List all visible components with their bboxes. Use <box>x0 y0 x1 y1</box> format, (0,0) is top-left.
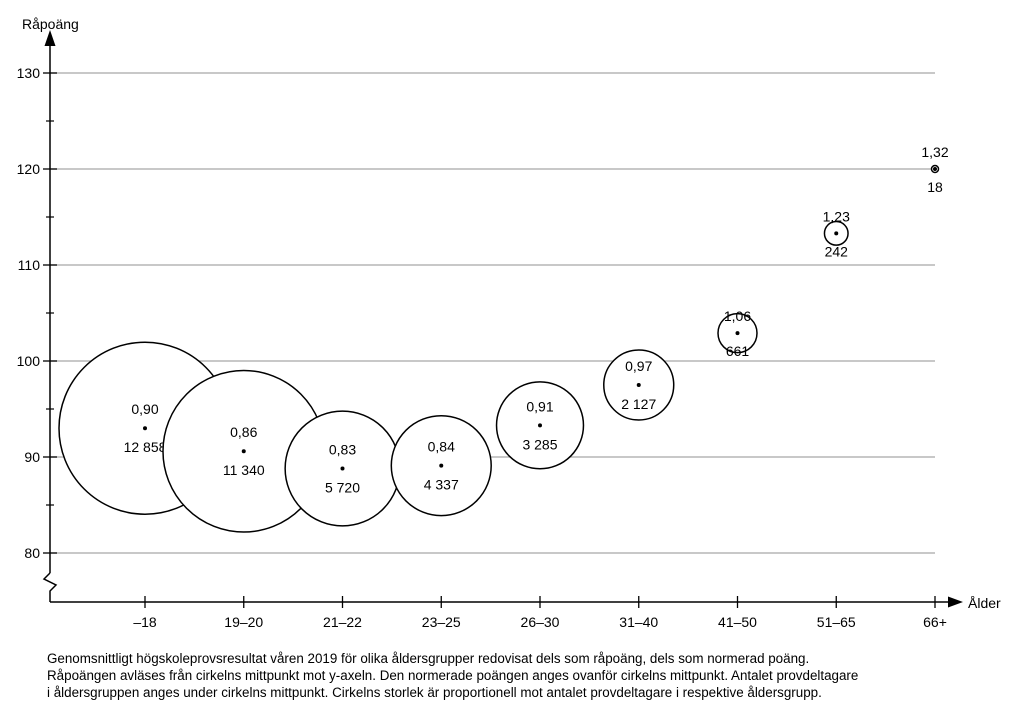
normed-score-label: 0,97 <box>625 358 652 374</box>
bubble-group: 0,97 2 127 <box>603 349 675 421</box>
normed-score-label: 1,32 <box>921 144 948 160</box>
axes <box>42 30 963 608</box>
bubble-chart: 80 90 100 110 120 130 –18 19–20 21–22 23–25 26–30… <box>17 16 1001 630</box>
figure-caption: Genomsnittligt högskoleprovsresultat vår… <box>47 650 1007 701</box>
bubble-group: 1,23 242 <box>823 208 850 259</box>
x-tick-label: 21–22 <box>323 614 362 630</box>
caption-line: Råpoängen avläses från cirkelns mittpunk… <box>47 668 859 683</box>
bubble-center-dot <box>340 466 345 471</box>
bubble-center-dot <box>538 423 542 428</box>
bubble-center-dot <box>143 426 147 431</box>
y-tick-label: 130 <box>17 65 41 81</box>
bubble-center-dot <box>933 167 937 171</box>
bubble-group: 1,06 661 <box>717 308 758 359</box>
normed-score-label: 0,83 <box>329 442 356 458</box>
bubble-group: 0,91 3 285 <box>495 381 585 470</box>
x-axis-ticks: –18 19–20 21–22 23–25 26–30 31–40 41–50 51–65 66… <box>133 596 947 630</box>
caption-line: i åldersgruppen anges under cirkelns mit… <box>47 685 822 700</box>
bubble-group: 0,83 5 720 <box>284 410 401 527</box>
participants-label: 3 285 <box>522 436 557 452</box>
bubble-center-dot <box>439 463 444 468</box>
bubble-center-dot <box>241 449 246 454</box>
normed-score-label: 0,84 <box>428 439 455 455</box>
participants-label: 4 337 <box>424 477 459 493</box>
normed-score-label: 0,86 <box>230 424 257 440</box>
normed-score-label: 1,23 <box>823 208 850 224</box>
x-axis-label: Ålder <box>968 595 1001 611</box>
y-axis-arrow <box>44 30 56 46</box>
participants-label: 5 720 <box>325 480 360 496</box>
y-tick-label: 80 <box>24 545 40 561</box>
x-tick-label: –18 <box>133 614 157 630</box>
y-axis-label: Råpoäng <box>22 16 79 32</box>
x-axis-arrow <box>948 596 963 608</box>
participants-label: 11 340 <box>223 462 265 478</box>
y-tick-label: 110 <box>18 257 41 273</box>
bubble-center-dot <box>735 331 740 336</box>
y-tick-label: 90 <box>24 449 40 465</box>
x-tick-label: 51–65 <box>817 614 856 630</box>
bubble-group: 0,86 11 340 <box>162 369 326 533</box>
axis-break <box>42 572 58 602</box>
caption-line: Genomsnittligt högskoleprovsresultat vår… <box>47 651 810 666</box>
normed-score-label: 1,06 <box>724 308 751 324</box>
bubble-center-dot <box>636 383 641 387</box>
bubble-center-dot <box>834 231 839 236</box>
normed-score-label: 0,91 <box>526 398 553 414</box>
participants-label: 661 <box>726 343 750 359</box>
x-tick-label: 23–25 <box>422 614 461 630</box>
normed-score-label: 0,90 <box>131 401 158 417</box>
bubble-group: 1,32 18 <box>921 144 948 195</box>
y-axis-ticks: 80 90 100 110 120 130 <box>17 65 57 561</box>
participants-label: 242 <box>825 243 849 259</box>
y-tick-label: 120 <box>17 161 41 177</box>
x-tick-label: 26–30 <box>521 614 560 630</box>
participants-label: 2 127 <box>621 396 656 412</box>
x-tick-label: 66+ <box>923 614 947 630</box>
participants-label: 12 858 <box>124 439 167 455</box>
x-tick-label: 19–20 <box>224 614 263 630</box>
x-tick-label: 41–50 <box>718 614 757 630</box>
participants-label: 18 <box>927 179 943 195</box>
y-tick-label: 100 <box>17 353 41 369</box>
bubble-group: 0,84 4 337 <box>390 414 492 517</box>
x-tick-label: 31–40 <box>619 614 658 630</box>
